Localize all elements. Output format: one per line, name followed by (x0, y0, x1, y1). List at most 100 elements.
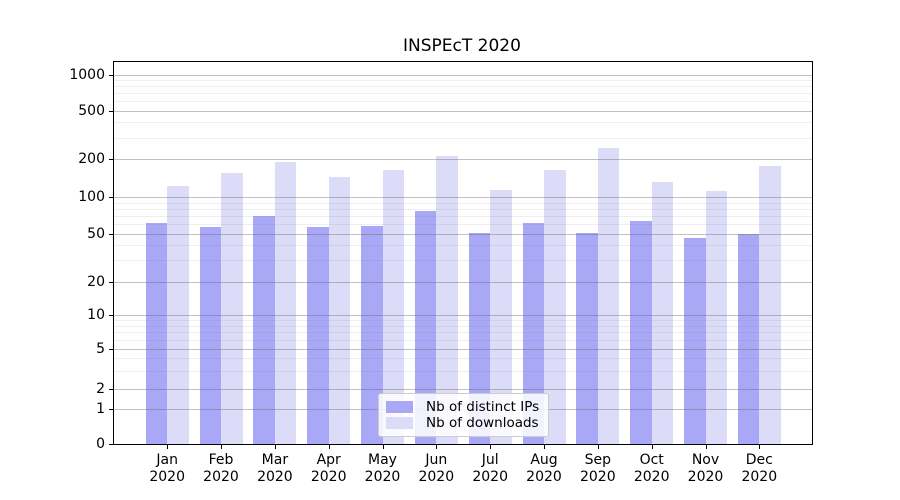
x-tick-label-nov: Nov 2020 (687, 452, 724, 485)
bar-downloads-jan (167, 185, 189, 444)
bar-downloads-jul (490, 189, 512, 444)
x-tick-mark (167, 445, 169, 449)
minor-gridline (114, 101, 812, 103)
minor-gridline (114, 80, 812, 81)
x-tick-label-jun: Jun 2020 (418, 452, 455, 485)
major-gridline-2 (114, 388, 812, 390)
x-tick-mark (274, 445, 276, 449)
x-tick-mark (328, 445, 330, 449)
x-tick-mark (436, 445, 438, 449)
bar-downloads-dec (759, 166, 781, 444)
minor-gridline (114, 260, 812, 262)
bar-distinct-ips-sep (576, 232, 598, 444)
x-tick-label-apr: Apr 2020 (310, 452, 347, 485)
bar-distinct-ips-dec (737, 233, 760, 444)
y-tick-mark (109, 197, 113, 199)
x-tick-mark (597, 445, 599, 449)
chart-title: INSPEcT 2020 (403, 36, 521, 56)
y-tick-label-50: 50 (87, 225, 105, 242)
major-gridline-1000 (114, 74, 812, 76)
minor-gridline (114, 370, 812, 372)
y-tick-mark (109, 314, 113, 316)
x-tick-mark (490, 445, 492, 449)
major-gridline-200 (114, 159, 812, 161)
x-tick-mark (221, 445, 222, 449)
bar-distinct-ips-jul (468, 232, 491, 444)
bar-distinct-ips-oct (630, 220, 652, 444)
minor-gridline (114, 339, 812, 341)
y-tick-mark (109, 74, 113, 76)
x-tick-label-jan: Jan 2020 (149, 452, 185, 485)
legend-entry-distinct-ips: Nb of distinct IPs (386, 399, 539, 415)
minor-gridline (114, 224, 812, 226)
major-gridline-20 (114, 281, 812, 283)
bar-downloads-mar (274, 162, 297, 444)
major-gridline-5 (114, 348, 812, 350)
y-tick-mark (109, 281, 113, 283)
x-tick-mark (382, 445, 384, 449)
x-tick-mark (705, 445, 707, 449)
y-tick-label-0: 0 (96, 436, 105, 452)
legend-label-distinct-ips: Nb of distinct IPs (426, 399, 540, 415)
bar-downloads-may (382, 169, 405, 444)
legend-entry-downloads: Nb of downloads (386, 415, 539, 431)
y-tick-mark (109, 159, 113, 161)
x-tick-mark (759, 445, 761, 449)
major-gridline-50 (114, 233, 812, 235)
y-tick-label-20: 20 (87, 273, 105, 290)
legend: Nb of distinct IPs Nb of downloads (378, 393, 550, 437)
minor-gridline (114, 245, 812, 247)
plot-area (113, 61, 813, 445)
bar-downloads-aug (544, 169, 566, 444)
y-tick-label-500: 500 (78, 102, 105, 119)
minor-gridline (114, 358, 812, 360)
minor-gridline (114, 137, 812, 139)
bar-distinct-ips-aug (522, 223, 544, 444)
bar-downloads-apr (328, 176, 351, 444)
x-tick-label-feb: Feb 2020 (203, 452, 239, 485)
bar-downloads-feb (221, 172, 243, 444)
x-tick-label-dec: Dec 2020 (741, 452, 778, 485)
x-tick-label-aug: Aug 2020 (526, 452, 562, 485)
legend-label-downloads: Nb of downloads (426, 415, 539, 431)
bar-distinct-ips-feb (199, 226, 222, 444)
y-tick-label-1: 1 (96, 400, 105, 417)
y-tick-mark (109, 348, 113, 350)
legend-swatch-distinct-ips (386, 401, 413, 413)
x-tick-label-jul: Jul 2020 (472, 452, 508, 485)
major-gridline-500 (114, 110, 812, 112)
y-tick-mark (109, 444, 113, 445)
x-tick-mark (544, 445, 545, 449)
bar-downloads-nov (705, 190, 727, 444)
bar-downloads-sep (597, 147, 620, 444)
minor-gridline (114, 93, 812, 95)
bar-distinct-ips-nov (684, 238, 706, 444)
y-tick-mark (109, 110, 113, 112)
y-tick-label-10: 10 (87, 306, 105, 323)
y-tick-mark (109, 408, 113, 410)
y-tick-label-1000: 1000 (69, 66, 105, 83)
x-tick-label-sep: Sep 2020 (579, 452, 616, 485)
y-tick-label-100: 100 (78, 189, 105, 206)
minor-gridline (114, 122, 812, 124)
y-tick-label-200: 200 (78, 151, 105, 168)
bar-distinct-ips-jun (414, 210, 437, 444)
bar-distinct-ips-mar (253, 215, 275, 444)
bar-distinct-ips-apr (307, 226, 329, 444)
minor-gridline (114, 202, 812, 204)
y-tick-mark (109, 233, 113, 235)
x-tick-label-mar: Mar 2020 (257, 452, 293, 485)
bar-downloads-oct (651, 182, 674, 444)
bar-downloads-jun (436, 156, 458, 444)
bar-distinct-ips-jan (145, 223, 168, 444)
y-tick-mark (109, 388, 113, 390)
minor-gridline (114, 208, 812, 210)
minor-gridline (114, 325, 812, 327)
minor-gridline (114, 86, 812, 88)
minor-gridline (114, 320, 812, 321)
y-tick-label-5: 5 (96, 340, 105, 357)
y-tick-label-2: 2 (96, 380, 105, 397)
x-tick-mark (651, 445, 653, 449)
x-tick-label-oct: Oct 2020 (633, 452, 670, 485)
